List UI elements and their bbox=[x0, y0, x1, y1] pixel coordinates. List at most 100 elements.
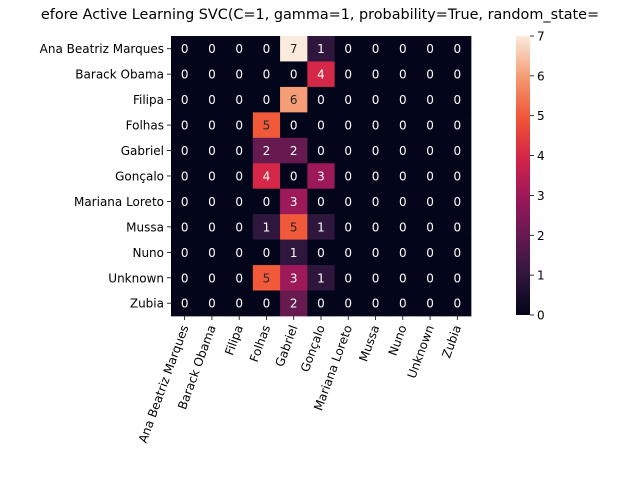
cell-value-label: 0 bbox=[426, 144, 434, 158]
heatmap-cell bbox=[198, 112, 226, 139]
heatmap-cell bbox=[416, 239, 445, 266]
cell-value-label: 0 bbox=[181, 195, 189, 209]
heatmap-cell bbox=[225, 239, 254, 266]
cell-value-label: 1 bbox=[317, 271, 325, 285]
row-labels: Ana Beatriz Marques Barack Obama Filipa Fol… bbox=[40, 42, 171, 311]
heatmap-cell bbox=[389, 137, 417, 164]
cell-value-label: 0 bbox=[208, 246, 216, 260]
cell-value-label: 0 bbox=[208, 93, 216, 107]
cell-value-label: 0 bbox=[208, 220, 216, 234]
heatmap-cell bbox=[225, 36, 254, 62]
cell-value-label: 0 bbox=[344, 195, 352, 209]
cell-value-label: 0 bbox=[235, 169, 243, 183]
heatmap-cell bbox=[252, 137, 281, 164]
row-label: Mariana Loreto bbox=[74, 195, 164, 209]
heatmap-cell bbox=[443, 137, 472, 164]
cell-value-label: 0 bbox=[263, 42, 271, 56]
colorbar: 0 1 2 3 4 5 6 7 bbox=[516, 30, 545, 323]
cell-value-label: 0 bbox=[208, 271, 216, 285]
cell-value-label: 0 bbox=[317, 144, 325, 158]
heatmap-cell bbox=[198, 86, 226, 113]
column-label: Zubia bbox=[439, 323, 464, 360]
cell-value-label: 0 bbox=[263, 195, 271, 209]
cell-value-label: 0 bbox=[372, 169, 380, 183]
heatmap-cell bbox=[389, 265, 417, 291]
cell-value-label: 0 bbox=[399, 271, 407, 285]
heatmap-cell bbox=[389, 61, 417, 88]
cell-value-label: 0 bbox=[399, 119, 407, 133]
heatmap-cell bbox=[334, 188, 363, 215]
heatmap-cell bbox=[252, 112, 281, 139]
heatmap-cell bbox=[307, 214, 336, 240]
column-label: Gonçalo bbox=[298, 323, 328, 374]
heatmap-cell bbox=[198, 163, 226, 190]
heatmap-cell bbox=[334, 214, 363, 240]
colorbar-tick-label: 4 bbox=[537, 149, 545, 163]
cell-value-label: 0 bbox=[454, 93, 462, 107]
heatmap-cell bbox=[334, 163, 363, 190]
heatmap-cell bbox=[416, 290, 445, 317]
heatmap-cell bbox=[252, 86, 281, 113]
cell-value-label: 0 bbox=[399, 195, 407, 209]
cell-value-label: 0 bbox=[208, 169, 216, 183]
cell-value-label: 0 bbox=[426, 195, 434, 209]
cell-value-label: 0 bbox=[372, 68, 380, 82]
heatmap-cell bbox=[334, 86, 363, 113]
column-label: Unknown bbox=[405, 323, 437, 380]
cell-value-label: 0 bbox=[372, 119, 380, 133]
heatmap-cell bbox=[198, 137, 226, 164]
cell-value-label: 0 bbox=[372, 42, 380, 56]
cell-value-label: 0 bbox=[290, 119, 298, 133]
cell-value-label: 0 bbox=[426, 297, 434, 311]
heatmap-cell bbox=[280, 239, 308, 266]
column-label: Mussa bbox=[356, 323, 382, 363]
colorbar-tick-label: 3 bbox=[537, 189, 545, 203]
heatmap-cell bbox=[361, 112, 390, 139]
cell-value-label: 0 bbox=[344, 68, 352, 82]
heatmap-cell bbox=[416, 265, 445, 291]
cell-value-label: 0 bbox=[208, 68, 216, 82]
cell-value-label: 0 bbox=[235, 195, 243, 209]
row-label: Folhas bbox=[126, 119, 164, 133]
heatmap-cell bbox=[198, 239, 226, 266]
row-label: Gonçalo bbox=[115, 169, 164, 183]
heatmap-cell bbox=[307, 188, 336, 215]
heatmap-cell bbox=[171, 86, 199, 113]
cell-value-label: 4 bbox=[263, 169, 271, 183]
cell-value-label: 0 bbox=[344, 297, 352, 311]
cell-value-label: 0 bbox=[399, 169, 407, 183]
row-label: Filipa bbox=[133, 93, 164, 107]
cell-value-label: 0 bbox=[399, 297, 407, 311]
cell-value-label: 1 bbox=[290, 246, 298, 260]
cell-value-label: 0 bbox=[181, 93, 189, 107]
cell-value-label: 2 bbox=[290, 297, 298, 311]
heatmap-cell bbox=[361, 239, 390, 266]
cell-value-label: 0 bbox=[235, 42, 243, 56]
heatmap-cell bbox=[171, 265, 199, 291]
heatmap-cell bbox=[280, 163, 308, 190]
cell-value-label: 0 bbox=[317, 246, 325, 260]
cell-value-label: 0 bbox=[426, 246, 434, 260]
cell-value-label: 0 bbox=[181, 246, 189, 260]
cell-value-label: 0 bbox=[344, 42, 352, 56]
heatmap-cell bbox=[225, 214, 254, 240]
column-label: Folhas bbox=[247, 323, 273, 364]
heatmap-cell bbox=[252, 290, 281, 317]
cell-value-label: 0 bbox=[208, 195, 216, 209]
heatmap-cell bbox=[361, 36, 390, 62]
heatmap-cell bbox=[307, 265, 336, 291]
cell-value-label: 0 bbox=[399, 42, 407, 56]
cell-value-label: 0 bbox=[235, 220, 243, 234]
cell-value-label: 0 bbox=[235, 68, 243, 82]
heatmap-cell bbox=[443, 36, 472, 62]
column-label: Nuno bbox=[386, 323, 410, 357]
cell-value-label: 2 bbox=[290, 144, 298, 158]
row-label: Ana Beatriz Marques bbox=[40, 42, 164, 56]
cell-value-label: 0 bbox=[372, 220, 380, 234]
cell-value-label: 0 bbox=[181, 169, 189, 183]
heatmap-cell bbox=[280, 290, 308, 317]
heatmap-cell bbox=[361, 188, 390, 215]
heatmap-cell bbox=[334, 61, 363, 88]
